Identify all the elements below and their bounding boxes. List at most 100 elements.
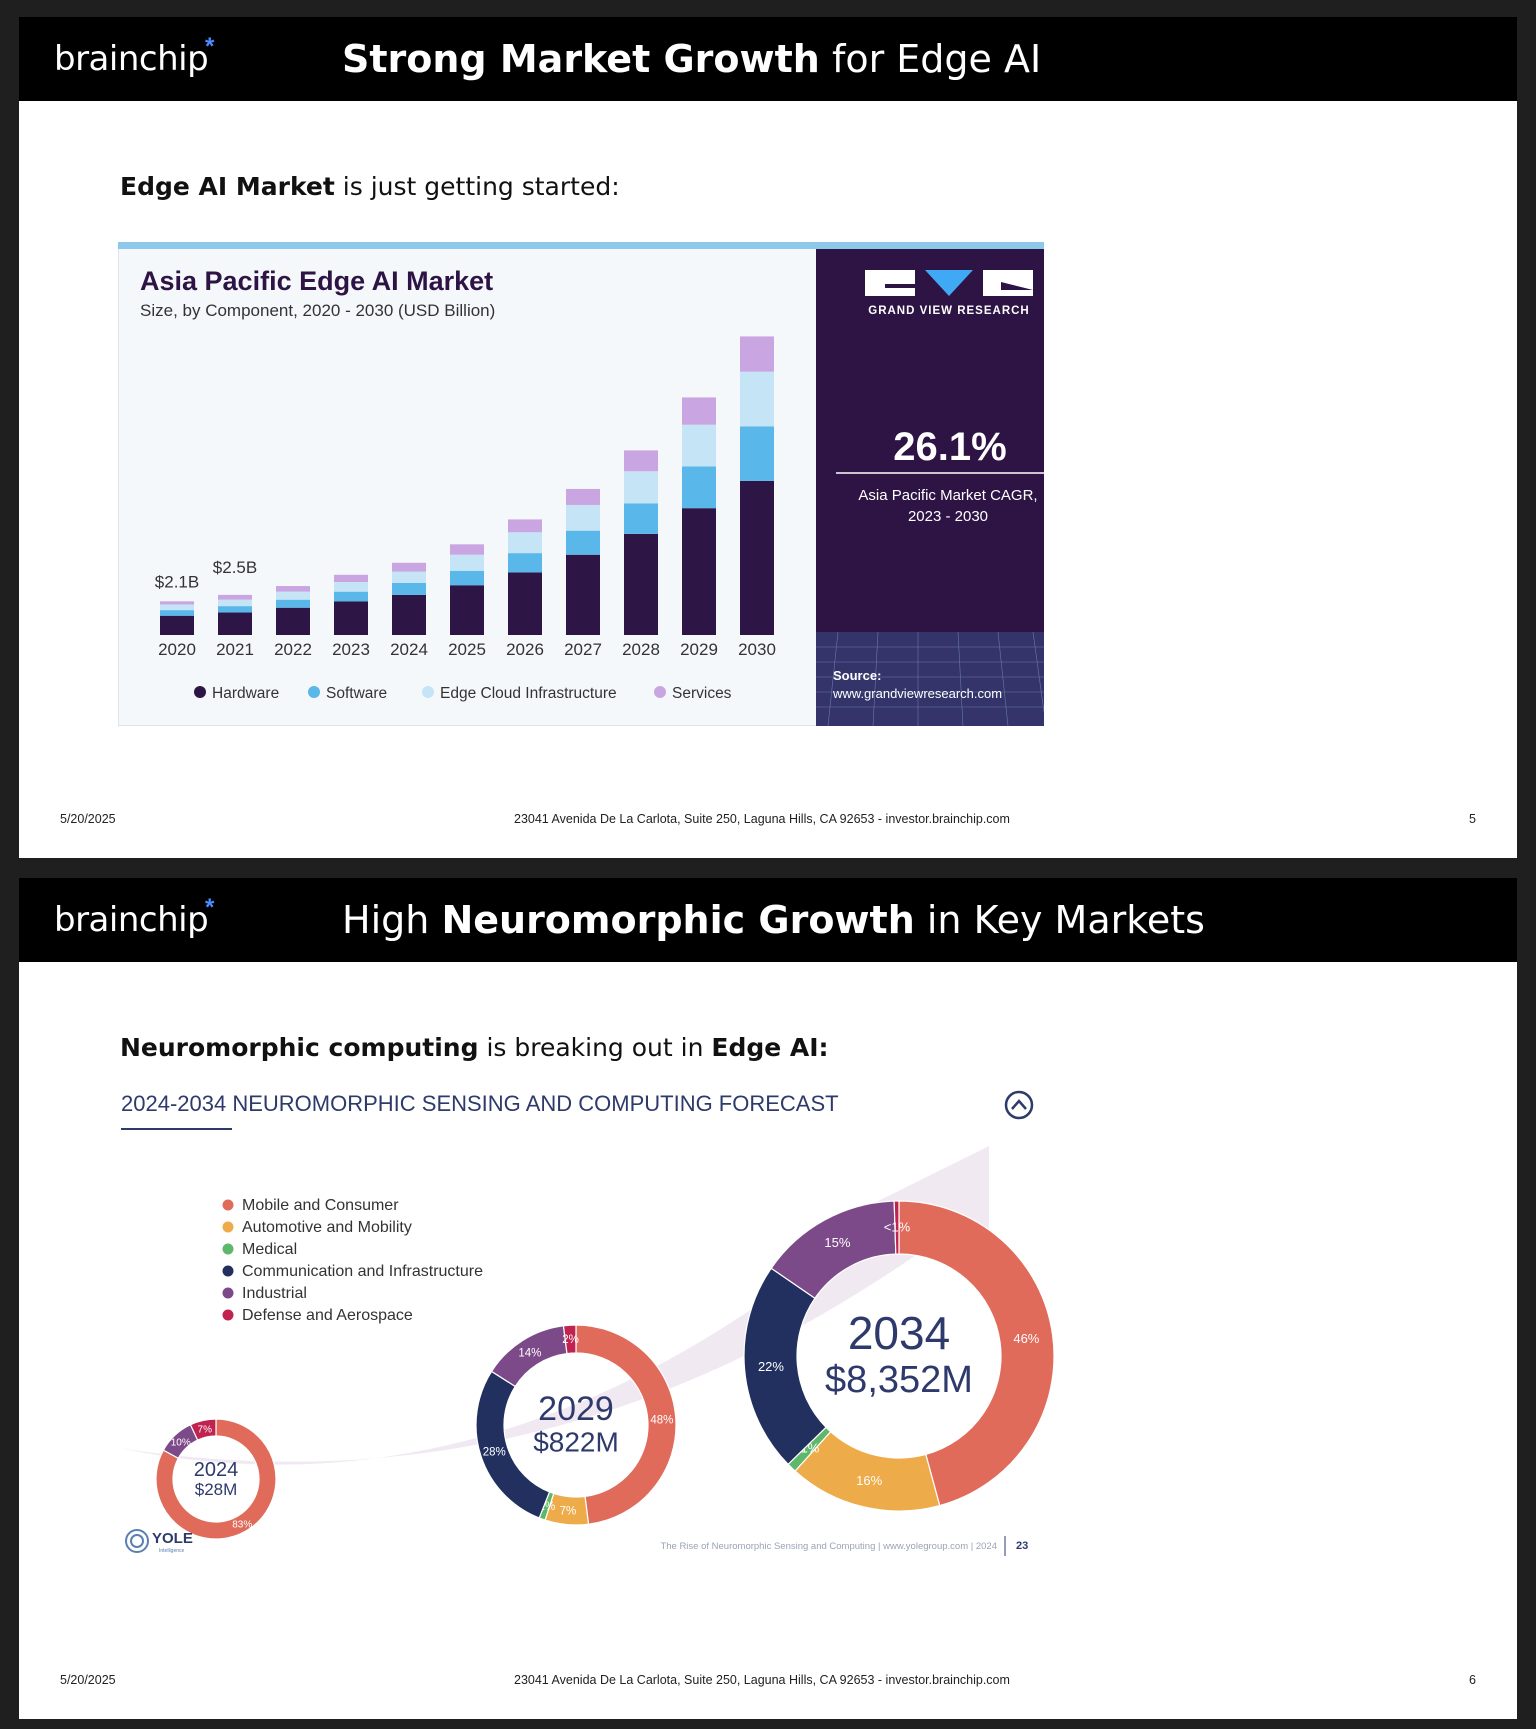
bar-2025-services xyxy=(450,544,484,555)
forecast-title: 2024-2034 NEUROMORPHIC SENSING AND COMPU… xyxy=(121,1091,839,1116)
donut-slice-label: 46% xyxy=(1013,1331,1039,1346)
legend-swatch xyxy=(222,1243,234,1255)
yole-brand-sub: Intelligence xyxy=(159,1548,185,1554)
bar-2028-software xyxy=(624,503,658,534)
bar-2021-services xyxy=(218,594,252,600)
bar-2030-edge-cloud-infrastructure xyxy=(740,371,774,427)
legend-label: Defense and Aerospace xyxy=(242,1307,413,1324)
legend-swatch xyxy=(654,686,666,698)
brainchip-logo-mark: * xyxy=(205,33,215,60)
legend-swatch xyxy=(222,1309,234,1321)
chart-title: Asia Pacific Edge AI Market xyxy=(140,266,493,296)
slide-neuromorphic-growth: brainchip * High Neuromorphic Growth in … xyxy=(19,878,1517,1719)
donut-value-label: $28M xyxy=(195,1480,238,1499)
data-label: $2.5B xyxy=(213,558,257,577)
data-label: $2.1B xyxy=(155,572,199,591)
donut-slice-label: 16% xyxy=(856,1473,882,1488)
yole-logo-icon xyxy=(125,1529,149,1553)
bar-2030-hardware xyxy=(740,480,774,635)
donut-slice-label: 15% xyxy=(824,1235,850,1250)
x-tick-label: 2025 xyxy=(448,640,486,659)
slide-title-pre: High xyxy=(342,898,430,942)
bar-2022-edge-cloud-infrastructure xyxy=(276,591,310,600)
x-tick-label: 2029 xyxy=(680,640,718,659)
slide-title-rest: in Key Markets xyxy=(926,898,1205,942)
cagr-label-line1: Asia Pacific Market CAGR, xyxy=(858,487,1037,504)
legend-swatch xyxy=(308,686,320,698)
bar-2026-services xyxy=(508,519,542,533)
footer-page-number: 5 xyxy=(1469,812,1476,826)
subtitle-bold-2: Edge AI: xyxy=(711,1033,829,1062)
donut-2034-slice-defense-and-aerospace xyxy=(893,1200,900,1255)
donut-slice-label: 2% xyxy=(562,1334,579,1346)
donut-2029-slice-mobile-and-consumer xyxy=(575,1324,677,1525)
legend-label: Communication and Infrastructure xyxy=(242,1263,483,1280)
subtitle-mid: is breaking out in xyxy=(486,1033,704,1062)
bar-group xyxy=(160,336,774,635)
legend-label: Medical xyxy=(242,1241,297,1258)
donut-slice-label: 22% xyxy=(758,1359,784,1374)
bar-2025-software xyxy=(450,570,484,586)
bar-2024-edge-cloud-infrastructure xyxy=(392,571,426,583)
bar-2027-software xyxy=(566,530,600,555)
bar-2029-edge-cloud-infrastructure xyxy=(682,424,716,467)
x-tick-label: 2028 xyxy=(622,640,660,659)
neuromorphic-forecast-chart: 2024-2034 NEUROMORPHIC SENSING AND COMPU… xyxy=(119,1090,1055,1556)
donut-value-label: $822M xyxy=(533,1427,619,1458)
source-note: The Rise of Neuromorphic Sensing and Com… xyxy=(660,1541,997,1552)
bar-2021-software xyxy=(218,606,252,613)
brainchip-logo: brainchip xyxy=(54,39,209,79)
growth-arrow xyxy=(119,1146,989,1465)
chevron-up-icon xyxy=(1004,1090,1034,1120)
bar-2022-hardware xyxy=(276,607,310,635)
legend-swatch xyxy=(422,686,434,698)
bar-2026-software xyxy=(508,553,542,573)
bar-2029-services xyxy=(682,397,716,425)
bar-2030-services xyxy=(740,336,774,372)
donut-value-label: $8,352M xyxy=(825,1359,973,1401)
bar-2028-services xyxy=(624,450,658,472)
donut-slice-label: 14% xyxy=(518,1347,541,1359)
donut-slice-label: 28% xyxy=(483,1447,506,1459)
cagr-label-line2: 2023 - 2030 xyxy=(908,508,988,525)
brainchip-logo-mark: * xyxy=(205,894,215,921)
donut-slice-label: 7% xyxy=(560,1506,577,1518)
bar-2022-services xyxy=(276,586,310,592)
bar-2020-edge-cloud-infrastructure xyxy=(160,604,194,611)
x-tick-label: 2022 xyxy=(274,640,312,659)
bar-2025-hardware xyxy=(450,585,484,635)
slide-subtitle: Edge AI Market is just getting started: xyxy=(120,172,620,201)
slide-header: brainchip * Strong Market Growth for Edg… xyxy=(19,17,1517,101)
bar-2027-services xyxy=(566,488,600,505)
bar-2027-hardware xyxy=(566,554,600,635)
cagr-value: 26.1% xyxy=(893,425,1006,469)
bar-2027-edge-cloud-infrastructure xyxy=(566,504,600,531)
bar-2026-edge-cloud-infrastructure xyxy=(508,532,542,554)
brainchip-logo: brainchip xyxy=(54,900,209,940)
legend-swatch xyxy=(222,1199,234,1211)
legend-swatch xyxy=(222,1221,234,1233)
footer-address: 23041 Avenida De La Carlota, Suite 250, … xyxy=(514,1673,1010,1687)
donut-year-label: 2034 xyxy=(848,1307,950,1359)
bar-2030-software xyxy=(740,426,774,481)
x-tick-label: 2021 xyxy=(216,640,254,659)
legend-swatch xyxy=(222,1265,234,1277)
footer-address: 23041 Avenida De La Carlota, Suite 250, … xyxy=(514,812,1010,826)
gvr-brand-text: GRAND VIEW RESEARCH xyxy=(868,305,1029,317)
source-page-number: 23 xyxy=(1016,1540,1028,1552)
bar-2021-hardware xyxy=(218,612,252,635)
bar-2028-edge-cloud-infrastructure xyxy=(624,471,658,504)
bar-2020-software xyxy=(160,610,194,616)
subtitle-bold: Neuromorphic computing xyxy=(120,1033,479,1062)
subtitle-rest: is just getting started: xyxy=(342,172,620,201)
chart-legend: Hardware Software Edge Cloud Infrastructur… xyxy=(194,685,732,702)
legend-label: Services xyxy=(672,685,732,702)
legend-label: Mobile and Consumer xyxy=(242,1197,399,1214)
footer-date: 5/20/2025 xyxy=(60,812,116,826)
bar-2026-hardware xyxy=(508,572,542,635)
source-label: Source: xyxy=(833,668,881,683)
bar-2021-edge-cloud-infrastructure xyxy=(218,599,252,607)
bar-2020-hardware xyxy=(160,615,194,635)
donut-slice-label: <1% xyxy=(884,1220,911,1235)
donut-2034-slice-mobile-and-consumer xyxy=(898,1200,1055,1507)
